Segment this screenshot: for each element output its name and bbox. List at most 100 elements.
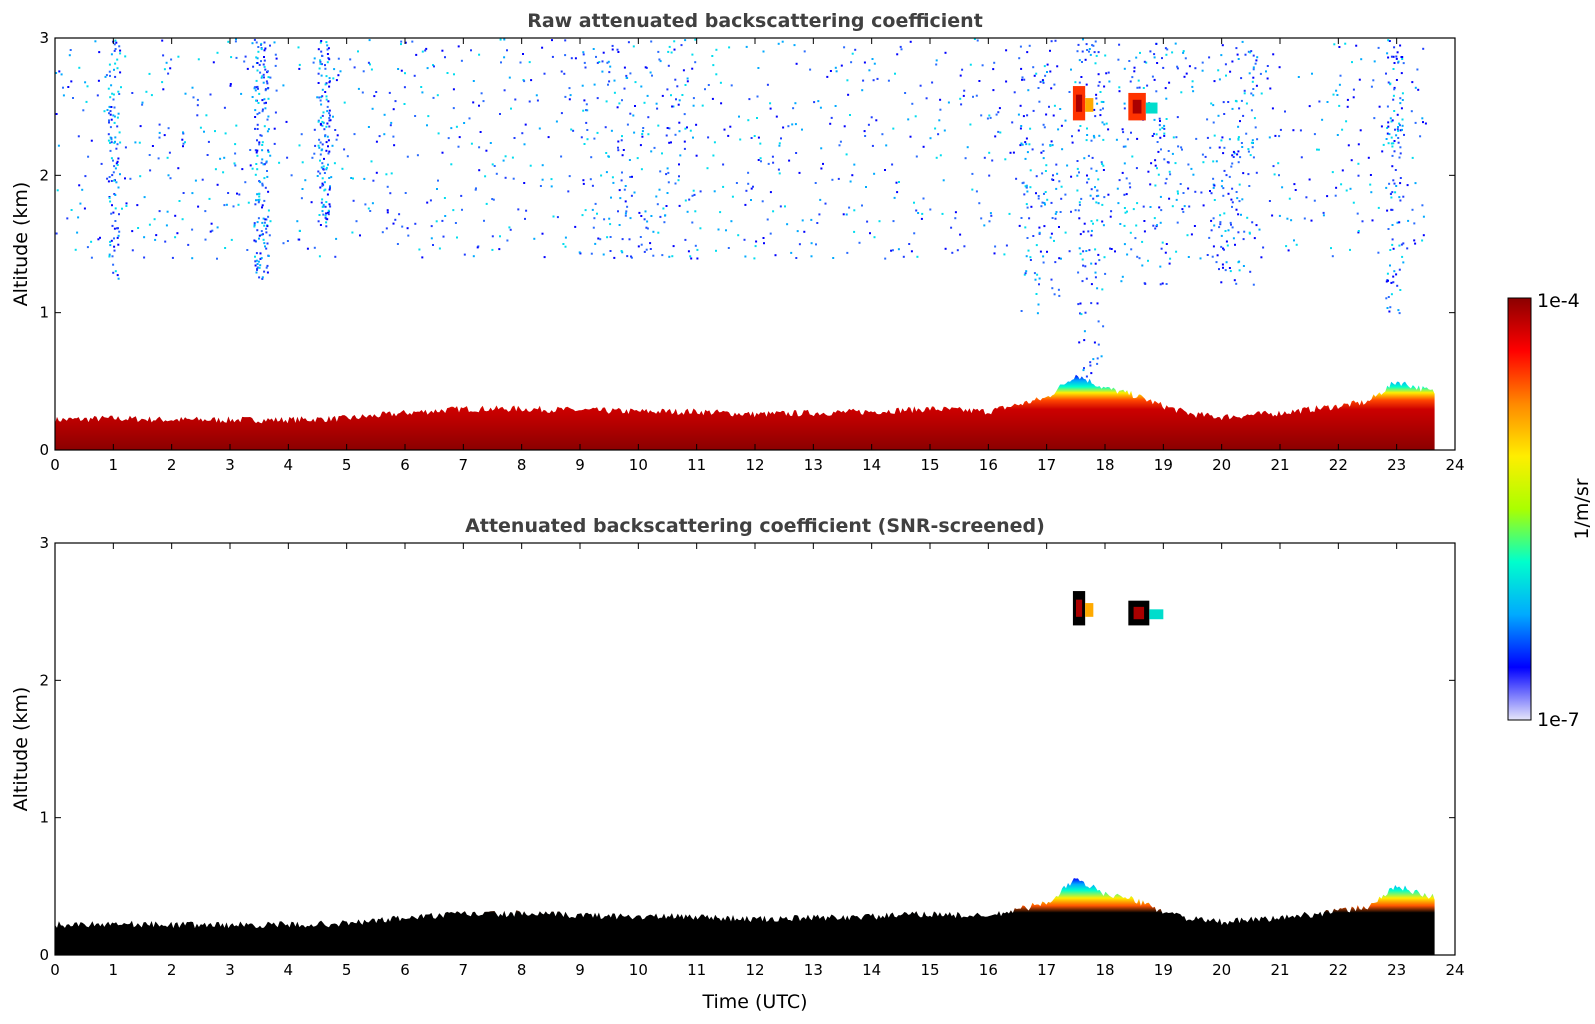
x-tick-label: 21 xyxy=(1270,961,1289,979)
noise-speck xyxy=(1228,175,1231,178)
noise-speck xyxy=(109,149,112,152)
noise-speck xyxy=(1163,127,1166,130)
noise-speck xyxy=(754,245,757,248)
noise-speck xyxy=(636,157,639,160)
noise-speck xyxy=(1339,74,1342,77)
noise-speck xyxy=(630,255,632,258)
noise-speck xyxy=(106,109,109,111)
noise-speck xyxy=(259,71,262,74)
noise-speck xyxy=(318,67,321,70)
x-tick-label: 19 xyxy=(1154,961,1173,979)
noise-speck xyxy=(1044,74,1047,77)
noise-speck xyxy=(489,142,492,144)
noise-speck xyxy=(1237,136,1240,139)
noise-speck xyxy=(1087,178,1090,181)
noise-speck xyxy=(1386,272,1389,275)
noise-speck xyxy=(1081,50,1084,53)
noise-speck xyxy=(243,60,246,63)
noise-speck xyxy=(104,75,107,78)
noise-speck xyxy=(1079,125,1082,127)
noise-speck xyxy=(1392,68,1395,70)
noise-speck xyxy=(602,253,605,256)
noise-speck xyxy=(1090,234,1093,237)
noise-speck xyxy=(1223,169,1226,172)
noise-speck xyxy=(964,157,967,160)
noise-speck xyxy=(319,141,322,144)
noise-speck xyxy=(1398,268,1401,271)
noise-speck xyxy=(727,134,730,137)
noise-speck xyxy=(113,68,115,71)
noise-speck xyxy=(472,101,475,104)
noise-speck xyxy=(1035,192,1037,195)
noise-speck xyxy=(664,214,667,217)
noise-speck xyxy=(178,200,181,202)
noise-speck xyxy=(117,227,119,230)
noise-speck xyxy=(209,230,212,233)
noise-speck xyxy=(328,112,331,115)
noise-speck xyxy=(113,237,115,240)
noise-speck xyxy=(304,179,307,182)
noise-speck xyxy=(1149,206,1152,208)
noise-speck xyxy=(216,257,218,260)
noise-speck xyxy=(1037,87,1040,89)
noise-speck xyxy=(1096,102,1099,105)
noise-speck xyxy=(1024,141,1027,144)
noise-speck xyxy=(739,138,742,141)
noise-speck xyxy=(1386,127,1389,129)
noise-speck xyxy=(1232,150,1235,153)
noise-speck xyxy=(1352,96,1355,99)
noise-speck xyxy=(613,256,616,259)
x-tick-label: 2 xyxy=(167,961,177,979)
noise-speck xyxy=(704,88,706,91)
noise-speck xyxy=(317,170,320,173)
noise-speck xyxy=(1123,207,1126,209)
noise-speck xyxy=(1136,202,1139,205)
noise-speck xyxy=(872,79,875,82)
noise-speck xyxy=(485,202,488,205)
noise-speck xyxy=(593,83,596,86)
noise-speck xyxy=(1235,208,1238,211)
noise-speck xyxy=(1043,126,1046,129)
noise-speck xyxy=(524,217,526,220)
noise-speck xyxy=(351,231,354,234)
noise-speck xyxy=(1152,224,1155,227)
noise-speck xyxy=(589,178,592,181)
noise-speck xyxy=(1390,55,1393,58)
noise-speck xyxy=(1015,177,1018,180)
noise-speck xyxy=(187,243,190,246)
noise-speck xyxy=(263,242,266,245)
noise-speck xyxy=(267,87,270,89)
noise-speck xyxy=(601,70,604,73)
noise-speck xyxy=(988,114,991,117)
noise-speck xyxy=(109,113,112,116)
noise-speck xyxy=(1397,61,1400,64)
noise-speck xyxy=(322,111,325,114)
noise-speck xyxy=(373,95,376,98)
noise-speck xyxy=(325,95,328,98)
noise-speck xyxy=(90,240,93,243)
noise-speck xyxy=(264,89,267,92)
noise-speck xyxy=(1049,236,1052,239)
noise-speck xyxy=(437,132,440,135)
noise-speck xyxy=(1341,169,1344,172)
noise-speck xyxy=(1219,223,1222,226)
noise-speck xyxy=(782,126,785,129)
noise-speck xyxy=(312,61,315,64)
noise-speck xyxy=(328,125,331,128)
noise-speck xyxy=(1051,144,1054,147)
noise-speck xyxy=(650,40,653,43)
noise-speck xyxy=(1174,162,1177,165)
noise-speck xyxy=(1089,364,1092,367)
noise-speck xyxy=(1168,81,1171,84)
noise-speck xyxy=(1132,208,1135,211)
noise-speck xyxy=(333,68,336,71)
noise-speck xyxy=(329,119,332,122)
noise-speck xyxy=(1186,234,1189,237)
noise-speck xyxy=(822,162,824,165)
noise-speck xyxy=(1393,182,1396,185)
noise-speck xyxy=(656,107,659,110)
noise-speck xyxy=(181,218,184,221)
noise-speck xyxy=(368,39,371,42)
noise-speck xyxy=(480,92,483,95)
noise-speck xyxy=(1095,195,1098,198)
